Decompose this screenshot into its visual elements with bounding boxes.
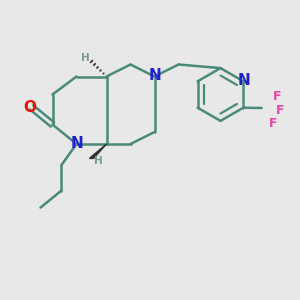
Text: N: N <box>238 73 250 88</box>
Text: F: F <box>276 104 284 117</box>
Text: N: N <box>148 68 161 83</box>
Text: N: N <box>70 136 83 151</box>
Polygon shape <box>89 144 106 158</box>
Text: H: H <box>80 53 89 63</box>
Text: F: F <box>269 117 278 130</box>
Text: O: O <box>23 100 37 115</box>
Text: H: H <box>94 156 103 166</box>
Text: F: F <box>273 90 281 103</box>
